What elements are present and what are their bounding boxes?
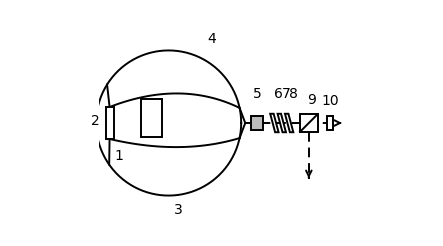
Text: 4: 4 [208,31,217,46]
Polygon shape [285,114,293,132]
Text: 7: 7 [282,88,291,101]
Text: 1: 1 [114,149,123,163]
Text: 2: 2 [91,114,100,127]
Text: 9: 9 [307,93,316,107]
Polygon shape [278,114,286,132]
Bar [141,99,162,137]
Text: 6: 6 [274,88,283,101]
Text: 3: 3 [174,203,183,217]
Bar [300,114,318,132]
Text: 8: 8 [289,88,298,101]
Bar [105,107,113,139]
Bar [251,116,263,130]
Text: 10: 10 [322,94,339,108]
Text: 5: 5 [253,88,261,101]
Bar [327,116,333,130]
Polygon shape [270,114,279,132]
